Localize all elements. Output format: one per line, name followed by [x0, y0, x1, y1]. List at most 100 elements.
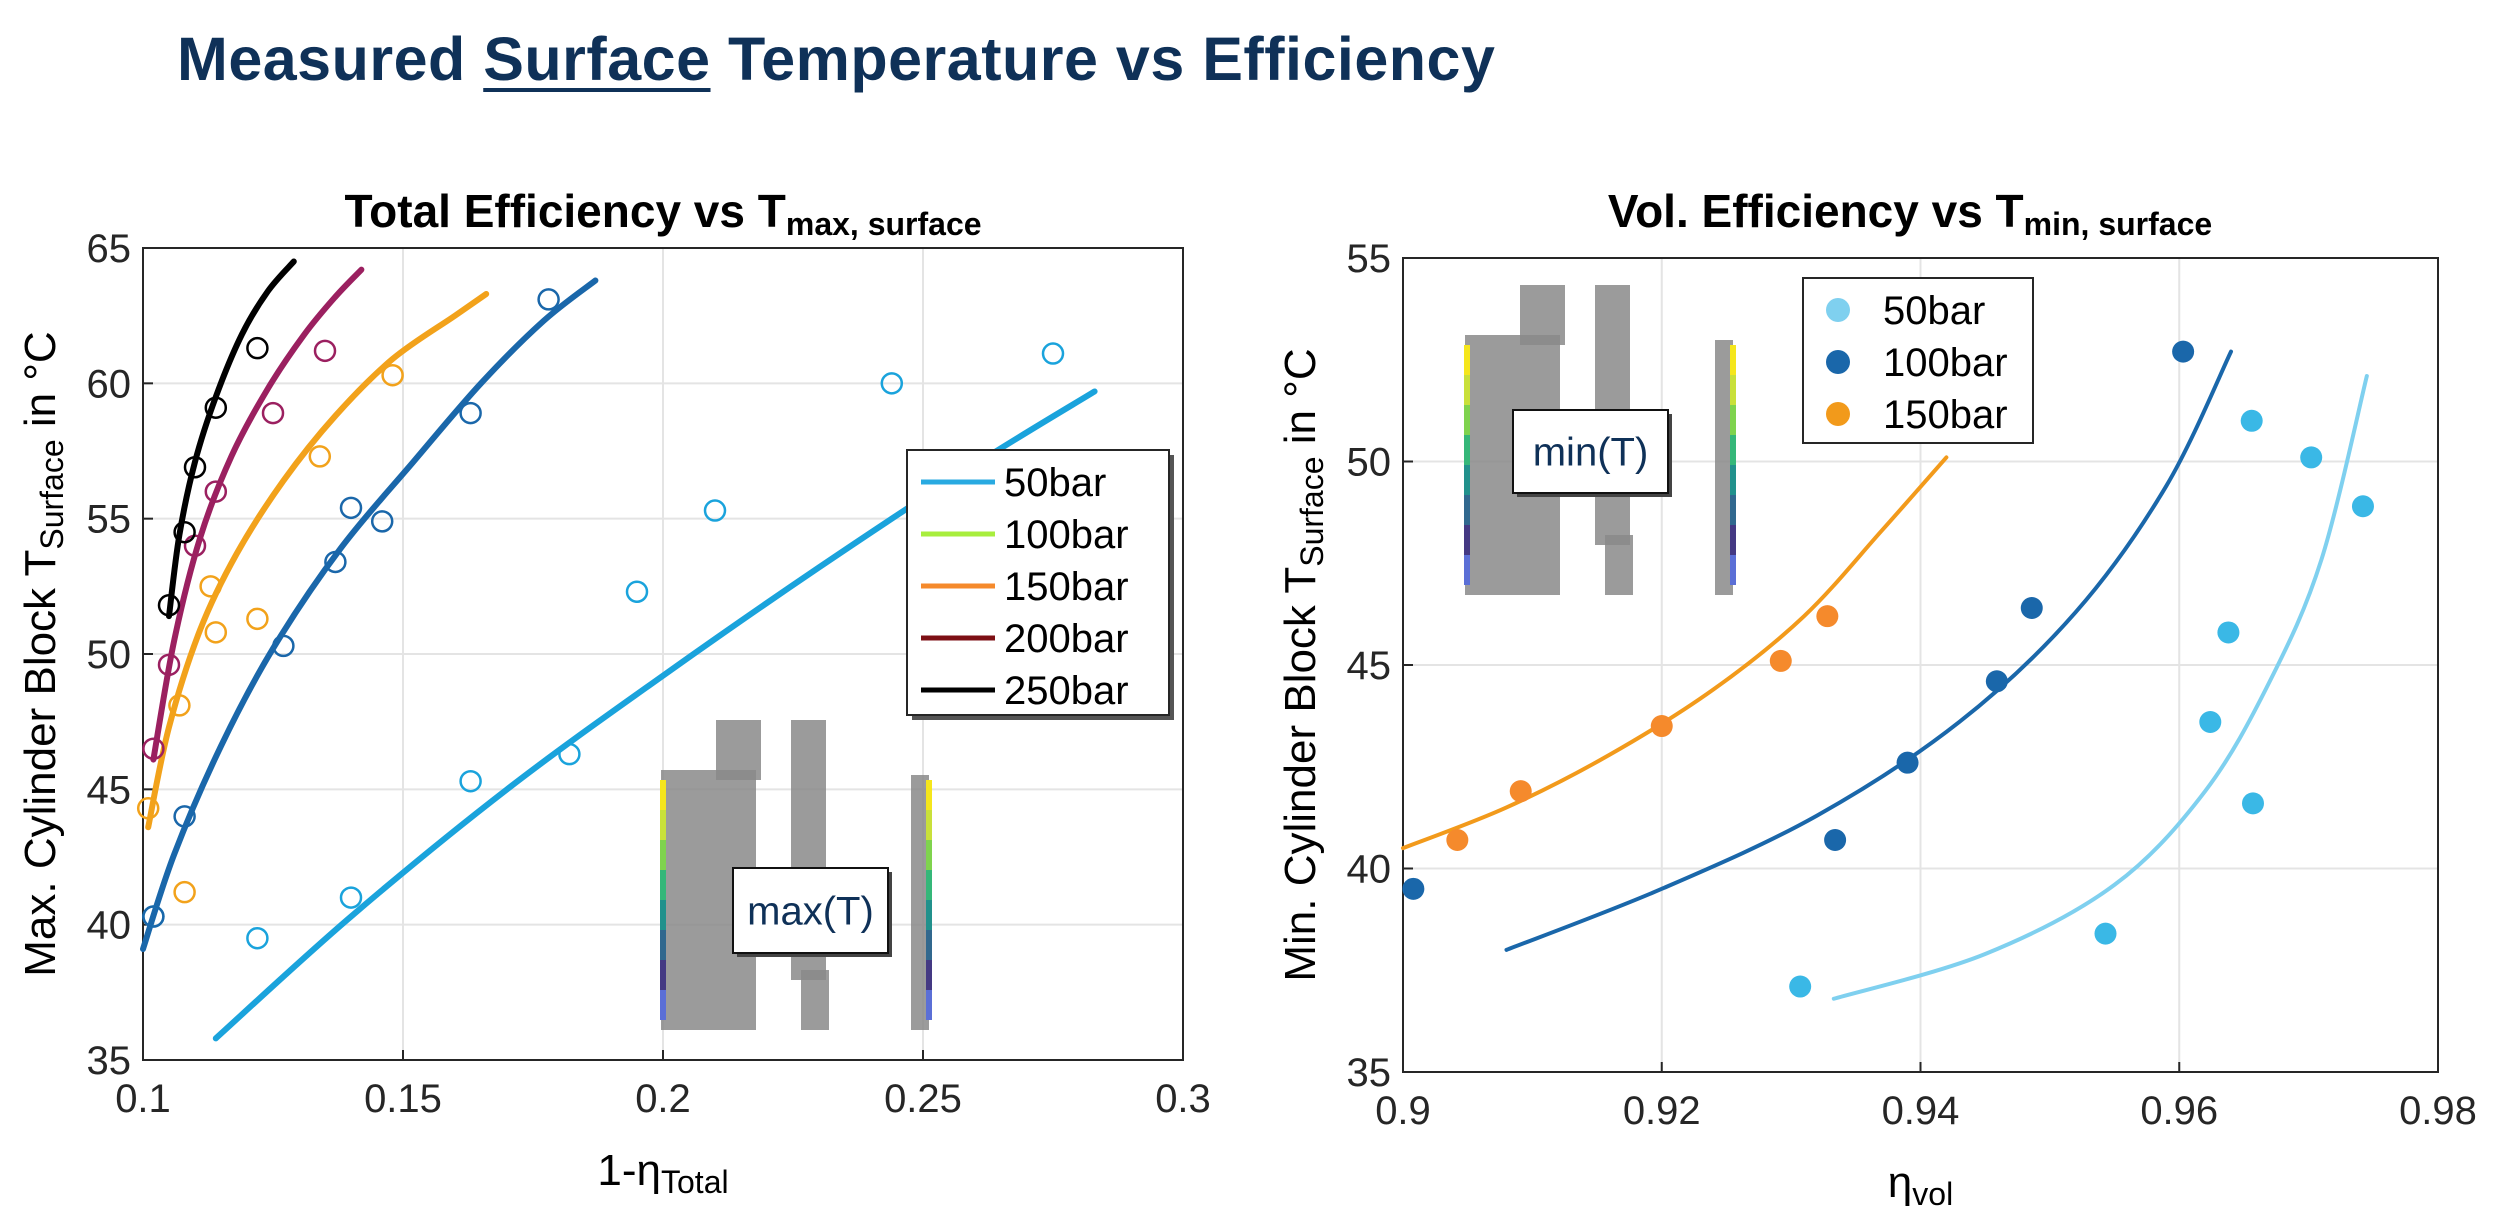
chart-title: Vol. Efficiency vs Tmin, surface [1608, 185, 2212, 242]
data-point-100bar [173, 805, 196, 828]
y-axis-label: Max. Cylinder Block TSurface in °C [16, 331, 70, 976]
data-point-150bar [308, 445, 332, 468]
legend-label: 200bar [1004, 617, 1129, 661]
data-point-250bar [204, 396, 228, 419]
inset-colormap-strip [926, 810, 932, 840]
x-tick-label: 0.92 [1623, 1089, 1701, 1133]
inset-colormap-strip [660, 780, 666, 810]
x-tick-label: 0.25 [884, 1077, 962, 1121]
contour-inset: max(T) [660, 720, 932, 1030]
y-axis-label: Min. Cylinder Block TSurface in °C [1276, 348, 1330, 981]
inset-colormap-strip [660, 990, 666, 1020]
inset-label-box [732, 867, 889, 954]
data-point-100bar [1985, 670, 2008, 693]
data-point-50bar [2241, 792, 2264, 815]
inset-colormap-strip [1730, 405, 1736, 435]
inset-colormap-strip [926, 930, 932, 960]
data-point-50bar [2094, 922, 2117, 945]
data-point-50bar [2240, 409, 2263, 432]
slide-title-part: Temperature vs Efficiency [710, 25, 1496, 93]
inset-colormap-strip [1464, 555, 1470, 585]
inset-colormap-strip [926, 840, 932, 870]
chart-vol-efficiency: min(T) 0.9 0.92 0.94 0.96 0.98 35 40 45 50 55 Vol. … [1276, 185, 2477, 1210]
data-point-200bar [313, 339, 337, 363]
legend-label: 250bar [1004, 669, 1129, 713]
data-point-50bar [703, 499, 727, 522]
data-point-100bar [370, 510, 394, 533]
fit-curve-50bar [1831, 374, 2369, 1001]
legend: 50bar 100bar 150bar 200bar 250bar [906, 449, 1174, 720]
data-point-50bar [2217, 621, 2240, 644]
data-point-150bar [173, 880, 196, 904]
x-axis-label-subscript: Total [661, 1164, 729, 1200]
fit-curve-150bar [1401, 455, 1949, 851]
inset-colormap-strip [660, 930, 666, 960]
data-point-100bar [2172, 340, 2195, 363]
x-tick-label: 0.15 [364, 1077, 442, 1121]
data-point-150bar [199, 575, 222, 598]
legend-label: 150bar [1004, 565, 1129, 609]
inset-block-right [911, 775, 929, 1030]
y-tick-label: 55 [87, 498, 132, 542]
y-tick-label: 35 [1347, 1051, 1392, 1095]
legend-box [906, 449, 1170, 716]
data-point-100bar [459, 401, 482, 425]
slide-title-part: Measured [177, 25, 484, 93]
chart-total-efficiency: max(T) 0.1 0.15 0.2 0.25 0.3 35 40 45 50 55 60 65 Tot… [16, 185, 1211, 1200]
data-point-50bar [2351, 495, 2374, 518]
data-point-250bar [157, 594, 181, 617]
y-tick-label: 60 [87, 362, 132, 406]
data-point-200bar [204, 480, 228, 503]
chart-title-main: Vol. Efficiency vs T [1608, 185, 2024, 237]
inset-colormap-strip [926, 960, 932, 990]
x-tick-label: 0.94 [1882, 1089, 1960, 1133]
fit-curve-100bar [140, 277, 599, 953]
y-tick-label: 40 [87, 904, 132, 948]
x-tick-label: 0.1 [115, 1077, 171, 1121]
data-point-150bar [381, 363, 404, 387]
data-point-200bar [261, 401, 285, 425]
legend-swatch-100bar [1826, 350, 1850, 374]
legend-swatch-150bar [1826, 402, 1850, 426]
x-tick-label: 0.96 [2140, 1089, 2218, 1133]
data-point-250bar [183, 455, 207, 479]
data-point-50bar [459, 769, 482, 793]
x-axis-label-main: η [1888, 1158, 1912, 1207]
data-point-50bar [339, 886, 363, 909]
data-point-100bar [1824, 829, 1847, 852]
data-point-250bar [173, 520, 196, 544]
data-point-100bar [142, 905, 165, 928]
data-point-150bar [204, 621, 228, 644]
data-point-100bar [537, 288, 560, 311]
x-tick-label: 0.98 [2399, 1089, 2477, 1133]
y-tick-label: 50 [87, 633, 132, 677]
inset-colormap-strip [1464, 495, 1470, 525]
data-point-250bar [246, 336, 269, 360]
y-tick-label: 55 [1347, 237, 1392, 281]
x-axis-label: ηvol [1888, 1158, 1953, 1210]
fit-curve-200bar [150, 266, 365, 763]
chart-title: Total Efficiency vs Tmax, surface [344, 185, 981, 242]
data-point-150bar [1509, 780, 1532, 803]
inset-label-box [1512, 409, 1669, 494]
data-point-50bar [880, 372, 904, 395]
data-point-150bar [168, 694, 191, 717]
data-point-200bar [142, 737, 165, 760]
inset-colormap-strip [1464, 375, 1470, 405]
x-axis-label: 1-ηTotal [597, 1146, 728, 1200]
legend-label: 50bar [1883, 289, 1985, 333]
inset-colormap-strip [926, 900, 932, 930]
y-tick-label: 50 [1347, 441, 1392, 485]
inset-colormap-strip [660, 960, 666, 990]
inset-block-foot [801, 970, 829, 1030]
y-tick-label: 35 [87, 1039, 132, 1083]
inset-block-top [716, 720, 761, 780]
slide-title: Measured Surface Temperature vs Efficien… [177, 24, 1495, 94]
y-tick-label: 45 [1347, 644, 1392, 688]
y-axis-label-main: Min. Cylinder Block T [1276, 567, 1325, 982]
data-point-100bar [2020, 597, 2043, 620]
data-point-50bar [1041, 342, 1065, 365]
data-point-150bar [1446, 829, 1469, 852]
inset-colormap-strip [660, 810, 666, 840]
